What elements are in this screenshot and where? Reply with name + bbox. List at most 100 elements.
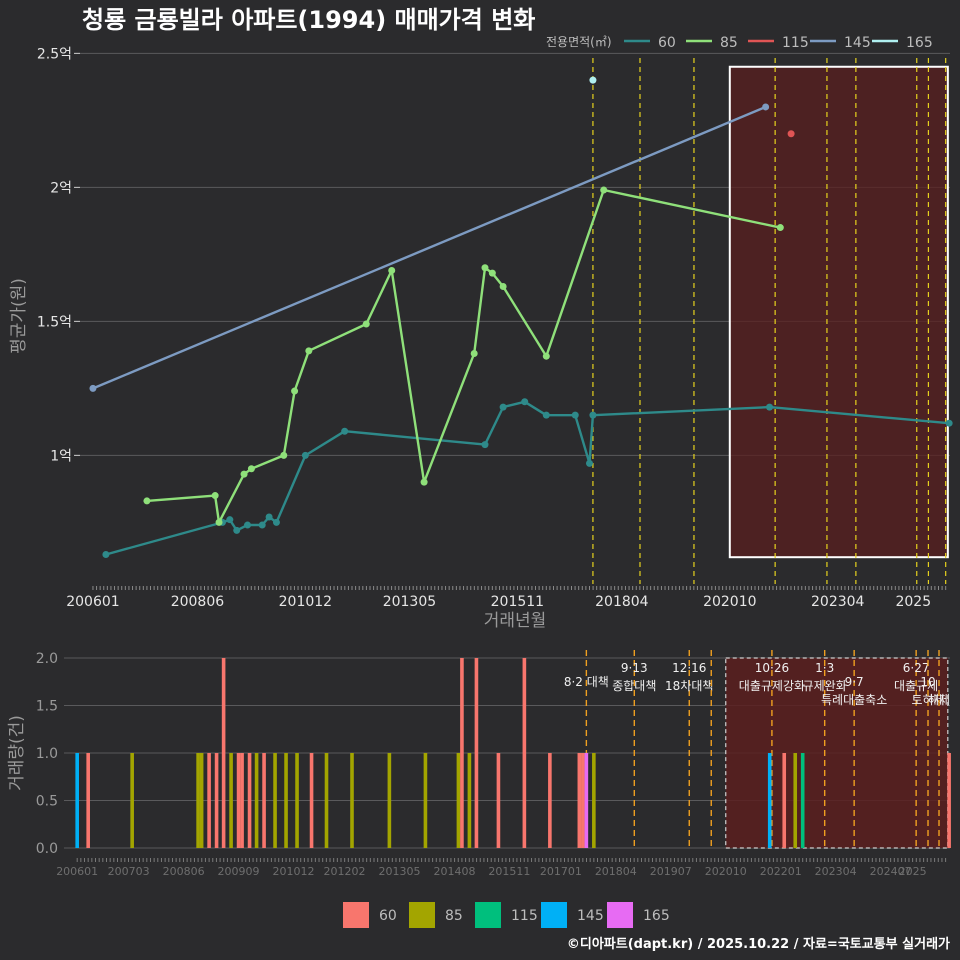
- bar-y-tick-label: 1.5: [36, 699, 58, 715]
- policy-desc: 규제완화: [803, 679, 847, 693]
- data-point-85: [776, 224, 784, 232]
- bar-x-tick-label: 201907: [650, 865, 692, 878]
- data-point-60: [272, 518, 280, 526]
- policy-desc: 종합대책: [612, 678, 656, 693]
- bar-60: [947, 753, 951, 848]
- bar-85: [199, 753, 204, 848]
- bar-legend-label-145: 145: [577, 908, 604, 924]
- legend-label-85: 85: [720, 35, 738, 51]
- bar-legend-swatch-165: [607, 902, 633, 928]
- x-tick-label: 200806: [171, 594, 225, 610]
- bar-60: [247, 753, 252, 848]
- bar-legend-swatch-85: [409, 902, 435, 928]
- bar-x-tick-label: 202304: [815, 865, 857, 878]
- data-point-145: [762, 103, 770, 111]
- bar-y-tick-label: 2.0: [36, 651, 58, 667]
- bar-115: [800, 753, 805, 848]
- bar-60: [86, 753, 90, 848]
- bar-60: [262, 753, 266, 848]
- bar-85: [793, 753, 798, 848]
- series-line-145: [92, 105, 767, 390]
- bar-60: [577, 753, 582, 848]
- bar-60: [474, 658, 479, 848]
- policy-desc: 대출규제: [894, 679, 938, 693]
- bar-85: [467, 753, 472, 848]
- policy-date: 10: [920, 675, 935, 689]
- bar-x-tick-label: 202201: [760, 865, 802, 878]
- bar-60: [782, 753, 787, 848]
- x-tick-label: 2025: [895, 594, 931, 610]
- policy-desc: 대출규제강화: [739, 679, 805, 693]
- bar-85: [456, 753, 461, 848]
- bar-85: [254, 753, 259, 848]
- bar-x-tick-label: 201202: [324, 865, 366, 878]
- data-point-60: [499, 403, 507, 411]
- data-point-60: [244, 521, 252, 529]
- x-axis-title: 거래년월: [484, 611, 547, 631]
- data-point-60: [542, 411, 550, 419]
- bar-legend-swatch-115: [475, 902, 501, 928]
- data-point-60: [585, 459, 593, 467]
- legend-label-145: 145: [844, 35, 871, 51]
- bar-y-tick-label: 0.5: [36, 794, 58, 810]
- data-point-60: [481, 441, 489, 449]
- bar-85: [387, 753, 392, 848]
- bar-85: [273, 753, 277, 848]
- data-point-60: [258, 521, 266, 529]
- y-tick-label: 1억: [50, 448, 72, 464]
- bar-85: [196, 753, 200, 848]
- legend-label-115: 115: [782, 35, 809, 51]
- x-tick-label: 202304: [811, 594, 865, 610]
- bar-y-tick-label: 0.0: [36, 841, 58, 857]
- data-point-85: [280, 451, 288, 459]
- y-tick-label: 1.5억: [37, 314, 72, 330]
- x-tick-label: 201305: [383, 594, 436, 610]
- data-point-85: [247, 465, 255, 473]
- bar-85: [423, 753, 428, 848]
- bar-x-tick-label: 2025: [899, 865, 927, 878]
- y-tick-label: 2.5억: [37, 46, 72, 62]
- data-point-60: [301, 451, 309, 459]
- bar-85: [592, 753, 596, 848]
- bar-85: [130, 753, 134, 848]
- data-point-85: [240, 470, 248, 478]
- y-tick-label: 2억: [50, 180, 72, 196]
- bar-x-tick-label: 202407: [870, 865, 912, 878]
- data-point-85: [143, 497, 151, 505]
- bar-x-tick-label: 200703: [108, 865, 150, 878]
- policy-date: 9·13: [621, 661, 648, 675]
- data-point-60: [766, 403, 774, 411]
- bar-legend-label-85: 85: [445, 908, 463, 924]
- bar-60: [581, 753, 585, 848]
- data-point-60: [226, 516, 234, 524]
- data-point-60: [589, 411, 597, 419]
- bar-x-tick-label: 201511: [488, 865, 530, 878]
- data-point-85: [211, 492, 219, 500]
- bar-x-tick-label: 200909: [218, 865, 260, 878]
- bar-60: [460, 658, 464, 848]
- policy-desc: 특례대출축소: [821, 693, 887, 707]
- data-point-85: [600, 186, 608, 194]
- bar-x-tick-label: 201804: [595, 865, 637, 878]
- bar-60: [240, 753, 244, 848]
- data-point-60: [571, 411, 579, 419]
- bar-highlight-box: [725, 657, 949, 849]
- bar-165: [584, 753, 589, 848]
- data-point-60: [265, 513, 273, 521]
- bar-legend-label-165: 165: [643, 908, 670, 924]
- x-tick-label: 202010: [703, 594, 756, 610]
- bar-85: [284, 753, 288, 848]
- x-tick-label: 201804: [595, 594, 649, 610]
- data-point-60: [945, 419, 953, 427]
- policy-date: 1·3: [815, 661, 834, 675]
- bar-x-tick-label: 201408: [433, 865, 475, 878]
- data-point-85: [542, 352, 550, 360]
- bar-145: [75, 753, 79, 848]
- bar-60: [214, 753, 219, 848]
- bar-y-tick-label: 1.0: [36, 746, 58, 762]
- bar-x-tick-label: 201305: [378, 865, 420, 878]
- bar-85: [350, 753, 354, 848]
- bar-x-tick-label: 200806: [163, 865, 205, 878]
- policy-desc: 18차대책: [665, 678, 713, 693]
